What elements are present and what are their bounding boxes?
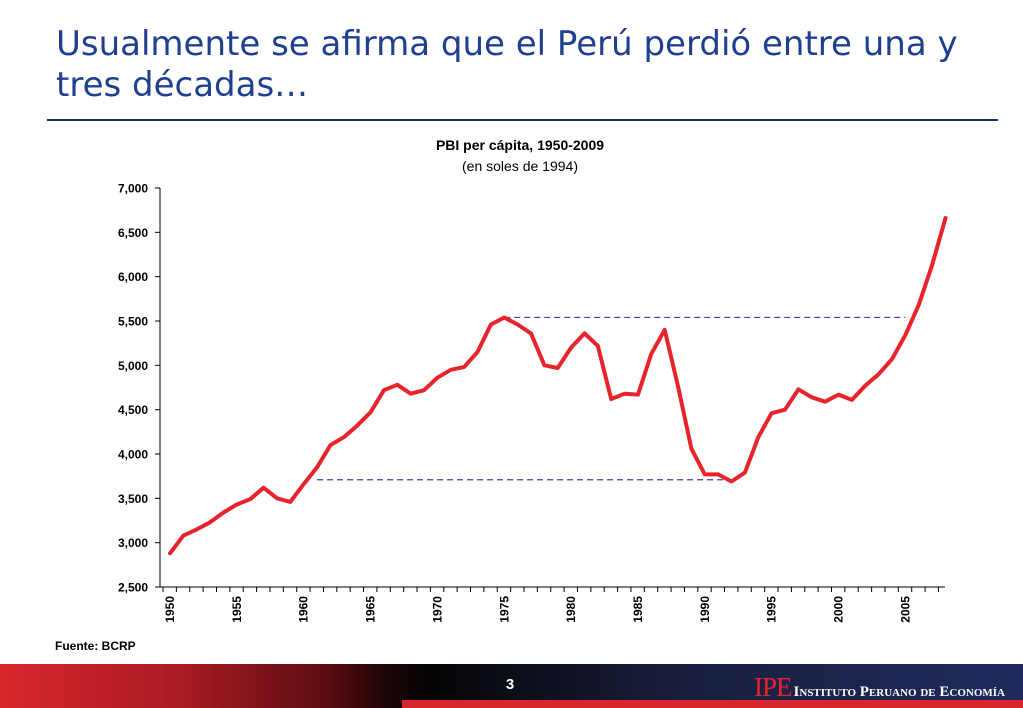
brand: IPE Instituto Peruano de Economía [754,672,1005,703]
x-tick-label: 1960 [297,596,311,623]
x-tick-label: 1975 [497,596,511,623]
y-tick-label: 5,500 [118,315,148,329]
y-tick-label: 3,000 [118,536,148,550]
chart-title: PBI per cápita, 1950-2009 [435,137,605,153]
slide-title: Usualmente se afirma que el Perú perdió … [56,24,958,105]
x-tick-label: 1950 [163,596,177,623]
brand-name: Instituto Peruano de Economía [793,684,1005,700]
x-tick-label: 1995 [765,596,779,623]
x-tick-label: 1985 [631,596,645,623]
x-tick-label: 1990 [698,596,712,623]
y-tick-label: 6,000 [118,270,148,284]
x-tick-label: 1955 [230,596,244,623]
y-tick-label: 4,000 [118,448,148,462]
y-tick-label: 4,500 [118,403,148,417]
y-tick-label: 3,500 [118,492,148,506]
x-tick-label: 2005 [898,596,912,623]
chart-subtitle: (en soles de 1994) [462,158,578,174]
x-tick-label: 1970 [430,596,444,623]
x-tick-label: 2000 [832,596,846,623]
y-tick-label: 5,000 [118,359,148,373]
x-tick-label: 1980 [564,596,578,623]
title-divider [47,119,998,121]
series-line-gdp-per-capita [168,216,948,556]
x-tick-label: 1965 [364,596,378,623]
brand-logo: IPE [754,672,792,702]
page-number: 3 [505,676,515,693]
y-tick-label: 2,500 [118,581,148,595]
y-tick-label: 6,500 [118,226,148,240]
source-note: Fuente: BCRP [55,639,136,653]
y-tick-label: 7,000 [118,182,148,196]
footer-accent-stripe [402,700,1023,708]
